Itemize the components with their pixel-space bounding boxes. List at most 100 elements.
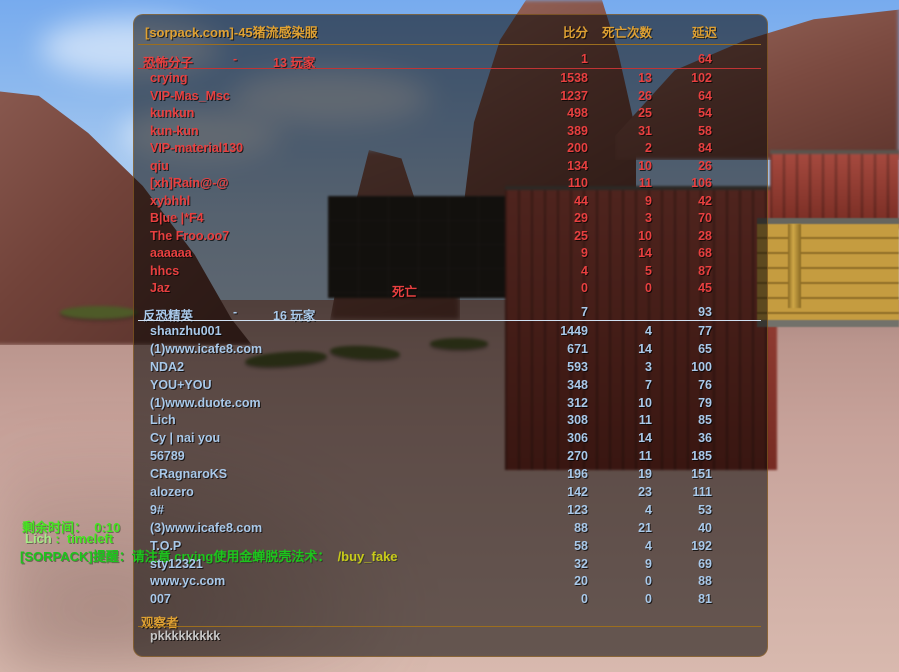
column-header-latency: 延迟: [691, 26, 717, 40]
player-score: 32: [574, 556, 588, 571]
player-deaths: 13: [638, 71, 652, 85]
column-header-score: 比分: [562, 26, 588, 40]
player-row: hhcs 4 5 87: [133, 264, 766, 282]
player-deaths: 0: [645, 574, 652, 589]
player-latency: 106: [691, 176, 712, 190]
player-name: Cy | nai you: [150, 431, 221, 446]
player-name: VIP-material130: [150, 141, 244, 155]
player-row: aaaaaa 9 14 68: [133, 246, 766, 264]
server-message-text: [SORPACK]提醒：请注意 crying使用金蝉脱壳法术：: [20, 549, 338, 564]
player-status: 死亡: [392, 285, 418, 299]
player-deaths: 25: [638, 106, 652, 120]
player-deaths: 14: [638, 341, 652, 356]
player-score: 0: [581, 281, 588, 295]
player-score: 498: [567, 106, 588, 120]
player-score: 312: [567, 395, 588, 410]
player-name: YOU+YOU: [150, 377, 212, 392]
player-deaths: 5: [645, 263, 652, 278]
player-name: (3)www.icafe8.com: [150, 520, 263, 535]
player-name: 9#: [150, 502, 164, 517]
player-score: 9: [581, 246, 588, 260]
player-score: 671: [567, 341, 588, 356]
player-score: 4: [581, 263, 588, 278]
scoreboard-header-row: [sorpack.com]-45猪流感染服 比分 死亡次数 延迟: [133, 22, 766, 40]
player-score: 389: [567, 123, 588, 138]
player-score: 142: [567, 485, 588, 500]
player-latency: 151: [691, 467, 712, 482]
player-name: pkkkkkkkkk: [150, 629, 221, 643]
player-row: T.O.P 58 4 192: [133, 539, 766, 557]
player-latency: 87: [698, 263, 712, 278]
player-deaths: 3: [645, 359, 652, 374]
player-deaths: 31: [638, 123, 652, 138]
player-score: 196: [567, 467, 588, 482]
player-latency: 26: [698, 158, 712, 173]
player-deaths: 7: [645, 377, 652, 392]
spectator-list: pkkkkkkkkk: [133, 629, 766, 644]
player-row: 007 0 0 81: [133, 592, 766, 610]
player-latency: 88: [698, 574, 712, 589]
ct-divider: [138, 320, 761, 321]
timeleft-value: 0:10: [94, 520, 121, 535]
player-name: Jaz: [150, 281, 171, 295]
server-message: [SORPACK]提醒：请注意 crying使用金蝉脱壳法术： /buy_fak…: [20, 546, 398, 565]
player-score: 200: [567, 141, 588, 155]
player-name: CRagnaroKS: [150, 467, 228, 482]
player-row: pkkkkkkkkk: [133, 629, 766, 644]
player-score: 134: [567, 158, 588, 173]
player-row: qiu 134 10 26: [133, 159, 766, 177]
player-name: alozero: [150, 485, 194, 500]
player-latency: 185: [691, 449, 712, 464]
player-row: VIP-material130 200 2 84: [133, 141, 766, 159]
server-message-command: /buy_fake: [337, 549, 398, 564]
player-row: B|ue |*F4 29 3 70: [133, 211, 766, 229]
player-deaths: 0: [645, 281, 652, 295]
player-deaths: 4: [645, 502, 652, 517]
player-score: 29: [574, 211, 588, 225]
player-score: 0: [581, 592, 588, 607]
player-row: 9# 123 4 53: [133, 503, 766, 521]
chat-text: timeleft: [66, 531, 114, 546]
player-row: www.yc.com 20 0 88: [133, 574, 766, 592]
player-score: 270: [567, 449, 588, 464]
terrorist-player-list: crying 1538 13 102 VIP-Mas_Msc 1237 26 6…: [133, 71, 766, 299]
player-name: kun-kun: [150, 123, 199, 138]
player-latency: 77: [698, 324, 712, 338]
player-latency: 58: [698, 123, 712, 138]
player-deaths: 19: [638, 467, 652, 482]
player-name: crying: [150, 71, 188, 85]
player-latency: 69: [698, 556, 712, 571]
player-latency: 68: [698, 246, 712, 260]
player-score: 348: [567, 377, 588, 392]
player-deaths: 10: [638, 228, 652, 243]
player-score: 88: [574, 520, 588, 535]
player-score: 306: [567, 431, 588, 446]
player-deaths: 11: [638, 413, 652, 428]
player-name: qiu: [150, 158, 169, 173]
player-deaths: 3: [645, 211, 652, 225]
player-score: 44: [574, 193, 588, 208]
player-deaths: 14: [638, 246, 652, 260]
player-name: 56789: [150, 449, 185, 464]
dead-body: [60, 306, 138, 319]
player-row: sty12321 32 9 69: [133, 557, 766, 575]
timeleft-hud-text: 剩余时间： 0:10: [22, 517, 120, 536]
player-name: VIP-Mas_Msc: [150, 88, 230, 103]
team-name: 反恐精英: [143, 309, 194, 323]
team-player-count: 13 玩家: [273, 56, 316, 70]
player-deaths: 14: [638, 431, 652, 446]
player-latency: 85: [698, 413, 712, 428]
team-latency: 93: [698, 305, 712, 319]
team-player-count: 16 玩家: [273, 309, 316, 323]
team-header-cts: 反恐精英 - 16 玩家 7 93: [143, 305, 712, 323]
player-latency: 54: [698, 106, 712, 120]
player-latency: 192: [691, 538, 712, 553]
player-name: Lich: [150, 413, 176, 428]
terrorist-divider: [138, 68, 761, 69]
player-row: shanzhu001 1449 4 77: [133, 324, 766, 342]
team-name: 恐怖分子: [143, 56, 194, 70]
chat-author: Lich: [25, 531, 52, 546]
team-header-terrorists: 恐怖分子 - 13 玩家 1 64: [143, 52, 712, 70]
player-latency: 42: [698, 193, 712, 208]
